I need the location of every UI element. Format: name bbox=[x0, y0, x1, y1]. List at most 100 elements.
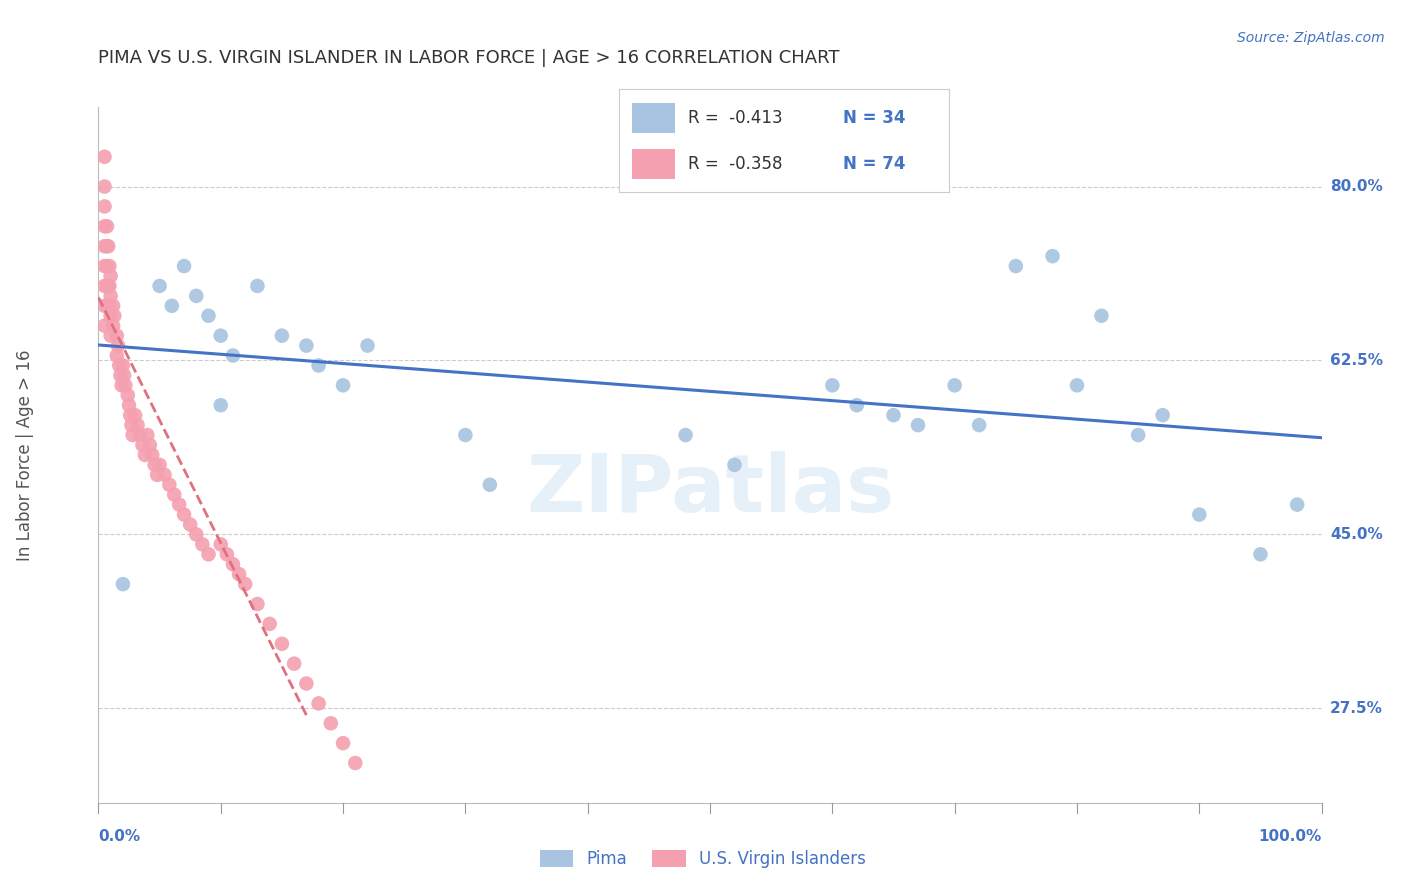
Point bbox=[139, 438, 162, 452]
Point bbox=[1286, 498, 1309, 512]
Point bbox=[143, 458, 166, 472]
Point bbox=[108, 359, 131, 373]
Point bbox=[93, 279, 115, 293]
Point bbox=[907, 418, 929, 433]
Point bbox=[167, 498, 190, 512]
Point bbox=[1004, 259, 1026, 273]
Point bbox=[153, 467, 176, 482]
Point bbox=[1249, 547, 1271, 561]
Point bbox=[1042, 249, 1064, 263]
Point bbox=[127, 418, 149, 433]
Point bbox=[1152, 408, 1174, 422]
Point bbox=[295, 338, 318, 352]
Text: 100.0%: 100.0% bbox=[1258, 829, 1322, 844]
Point bbox=[93, 150, 115, 164]
Point bbox=[103, 309, 125, 323]
Point bbox=[124, 408, 146, 422]
Point bbox=[100, 289, 122, 303]
Bar bbox=[631, 103, 675, 133]
Point bbox=[270, 637, 294, 651]
Point bbox=[356, 338, 378, 352]
Point bbox=[821, 378, 844, 392]
Point bbox=[233, 577, 256, 591]
Point bbox=[675, 428, 697, 442]
Point bbox=[110, 368, 132, 383]
Point bbox=[121, 428, 143, 442]
Point bbox=[179, 517, 201, 532]
Point bbox=[107, 338, 129, 352]
Point bbox=[149, 279, 172, 293]
Point bbox=[93, 179, 115, 194]
Point bbox=[131, 438, 153, 452]
Point bbox=[943, 378, 966, 392]
Text: R =  -0.358: R = -0.358 bbox=[688, 155, 783, 173]
Point bbox=[98, 299, 121, 313]
Point bbox=[186, 527, 208, 541]
Point bbox=[967, 418, 990, 433]
Point bbox=[228, 567, 250, 582]
Text: In Labor Force | Age > 16: In Labor Force | Age > 16 bbox=[15, 349, 34, 561]
Point bbox=[100, 268, 122, 283]
Point bbox=[222, 558, 245, 572]
Text: N = 74: N = 74 bbox=[844, 155, 905, 173]
Point bbox=[1188, 508, 1211, 522]
Point bbox=[259, 616, 281, 631]
Point bbox=[97, 279, 120, 293]
Point bbox=[117, 388, 139, 402]
Point bbox=[1090, 309, 1112, 323]
Point bbox=[197, 309, 219, 323]
Point bbox=[209, 537, 232, 551]
Point bbox=[93, 299, 115, 313]
Point bbox=[93, 239, 115, 253]
Text: 45.0%: 45.0% bbox=[1330, 527, 1382, 542]
Point bbox=[96, 279, 118, 293]
Point bbox=[845, 398, 868, 412]
Point bbox=[454, 428, 477, 442]
Point bbox=[98, 259, 121, 273]
Point bbox=[93, 219, 115, 234]
Point bbox=[209, 328, 232, 343]
Point bbox=[160, 299, 183, 313]
Point bbox=[478, 477, 501, 491]
Point bbox=[197, 547, 219, 561]
Point bbox=[215, 547, 238, 561]
Text: 0.0%: 0.0% bbox=[98, 829, 141, 844]
Legend: Pima, U.S. Virgin Islanders: Pima, U.S. Virgin Islanders bbox=[533, 843, 873, 875]
Text: 27.5%: 27.5% bbox=[1330, 701, 1384, 716]
Point bbox=[111, 577, 134, 591]
Point bbox=[246, 279, 269, 293]
Text: Source: ZipAtlas.com: Source: ZipAtlas.com bbox=[1237, 31, 1385, 45]
Text: ZIPatlas: ZIPatlas bbox=[526, 450, 894, 529]
Point bbox=[883, 408, 905, 422]
Bar bbox=[631, 149, 675, 179]
Point bbox=[105, 349, 128, 363]
Point bbox=[149, 458, 172, 472]
Point bbox=[120, 408, 142, 422]
Point bbox=[173, 259, 195, 273]
Point bbox=[111, 378, 134, 392]
Text: R =  -0.413: R = -0.413 bbox=[688, 109, 783, 127]
Point bbox=[222, 349, 245, 363]
Point bbox=[157, 477, 180, 491]
Point bbox=[319, 716, 342, 731]
Point bbox=[118, 398, 141, 412]
Point bbox=[98, 279, 121, 293]
Point bbox=[332, 736, 354, 750]
Point bbox=[112, 368, 135, 383]
Point bbox=[186, 289, 208, 303]
Point bbox=[209, 398, 232, 412]
Point bbox=[129, 428, 152, 442]
Point bbox=[295, 676, 318, 690]
Point bbox=[163, 488, 186, 502]
Point bbox=[96, 239, 118, 253]
Text: 62.5%: 62.5% bbox=[1330, 353, 1384, 368]
Text: N = 34: N = 34 bbox=[844, 109, 905, 127]
Point bbox=[141, 448, 163, 462]
Point bbox=[1066, 378, 1088, 392]
Point bbox=[173, 508, 195, 522]
Point bbox=[283, 657, 305, 671]
Text: 80.0%: 80.0% bbox=[1330, 179, 1382, 194]
Text: PIMA VS U.S. VIRGIN ISLANDER IN LABOR FORCE | AGE > 16 CORRELATION CHART: PIMA VS U.S. VIRGIN ISLANDER IN LABOR FO… bbox=[98, 49, 839, 67]
Point bbox=[308, 359, 330, 373]
Point bbox=[308, 697, 330, 711]
